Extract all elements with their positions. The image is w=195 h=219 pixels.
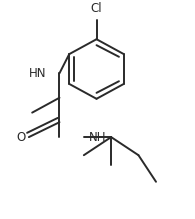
Text: Cl: Cl [91,2,102,15]
Text: O: O [16,131,26,144]
Text: NH: NH [89,131,106,144]
Text: HN: HN [29,67,47,80]
